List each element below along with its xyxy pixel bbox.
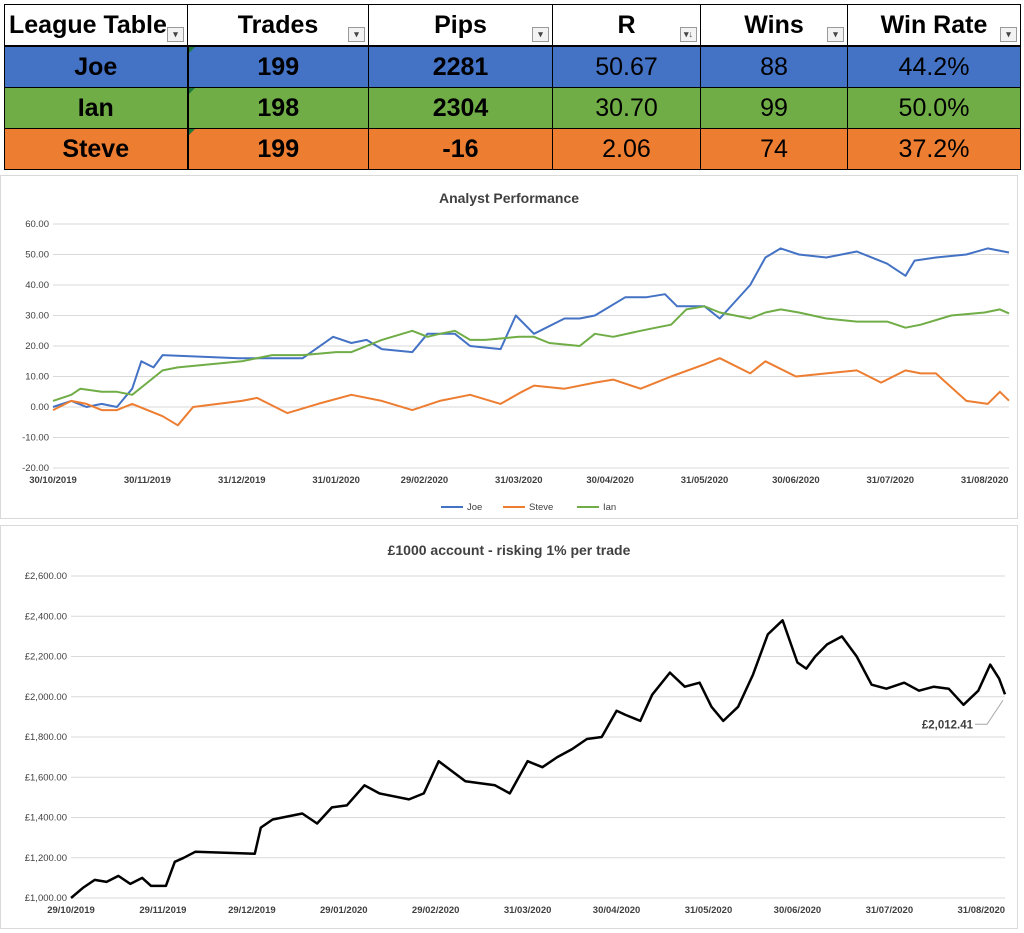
account-growth-chart[interactable]: £1000 account - risking 1% per trade £2,… [0,525,1018,929]
y-tick-label: 60.00 [25,219,49,230]
cell-wins[interactable]: 88 [700,45,848,88]
cell-pips[interactable]: 2304 [368,87,553,129]
header-league-table: League Table ▾ [4,4,188,47]
y-tick-label: £1,200.00 [25,853,67,864]
y-tick-label: 0.00 [31,402,50,413]
table-row: Ian 198 2304 30.70 99 50.0% [4,87,1021,129]
x-tick-label: 29/02/2020 [401,475,449,486]
cell-trades[interactable]: 199 [187,128,369,170]
header-win-rate: Win Rate ▾ [847,4,1021,47]
x-tick-label: 30/06/2020 [774,905,822,916]
y-tick-label: £2,600.00 [25,571,67,582]
x-tick-label: 31/01/2020 [312,475,360,486]
y-tick-label: 10.00 [25,372,49,383]
analyst-performance-plot: 60.00 50.00 40.00 30.00 20.00 10.00 0.00 -10.00… [22,219,1010,513]
header-label: Win Rate [880,10,988,39]
y-tick-label: 30.00 [25,311,49,322]
y-tick-label: £1,400.00 [25,813,67,824]
filter-dropdown-icon[interactable]: ▾ [1000,27,1017,42]
header-wins: Wins ▾ [700,4,848,47]
sort-descending-icon[interactable]: ▾↓ [680,27,697,42]
cell-trades[interactable]: 199 [187,45,369,88]
x-tick-label: 30/11/2019 [124,475,171,486]
legend-label: Ian [603,502,616,513]
x-tick-label: 30/04/2020 [586,475,634,486]
y-tick-label: -10.00 [22,433,49,444]
x-tick-label: 31/07/2020 [866,475,914,486]
chart-title: Analyst Performance [438,190,580,206]
cell-wins[interactable]: 99 [700,87,848,129]
table-header-row: League Table ▾ Trades ▾ Pips ▾ R ▾↓ Wins… [4,4,1021,47]
series-line-joe [52,247,1010,408]
data-label-final-balance: £2,012.41 [922,719,974,731]
x-tick-label: 29/01/2020 [320,905,368,916]
header-label: R [617,10,636,39]
filter-dropdown-icon[interactable]: ▾ [827,27,844,42]
x-tick-label: 29/02/2020 [412,905,460,916]
header-trades: Trades ▾ [187,4,369,47]
chart-title: £1000 account - risking 1% per trade [387,542,631,558]
header-label: Trades [237,10,319,39]
x-tick-label: 31/08/2020 [961,475,1009,486]
header-pips: Pips ▾ [368,4,553,47]
cell-name[interactable]: Steve [4,128,189,170]
y-tick-label: 20.00 [25,341,49,352]
cell-r[interactable]: 30.70 [552,87,701,129]
cell-pips[interactable]: -16 [368,128,553,170]
table-row: Joe 199 2281 50.67 88 44.2% [4,45,1021,88]
y-tick-label: 40.00 [25,280,49,291]
filter-dropdown-icon[interactable]: ▾ [348,27,365,42]
cell-r[interactable]: 2.06 [552,128,701,170]
y-tick-label: £2,000.00 [25,692,67,703]
series-line-ian [52,305,1010,402]
data-label-leader [975,699,1004,725]
x-tick-label: 31/08/2020 [958,905,1006,916]
header-label: League Table [9,10,167,39]
analyst-performance-chart[interactable]: Analyst Performance 60.00 50.00 40.00 30.00… [0,175,1018,519]
filter-dropdown-icon[interactable]: ▾ [532,27,549,42]
x-tick-label: 31/03/2020 [495,475,543,486]
series-line-account [70,619,1007,899]
x-tick-label: 31/05/2020 [685,905,733,916]
y-tick-label: £2,200.00 [25,652,67,663]
account-growth-plot: £2,600.00 £2,400.00 £2,200.00 £2,000.00 £1,8… [25,571,1007,916]
league-table: League Table ▾ Trades ▾ Pips ▾ R ▾↓ Wins… [4,4,1021,170]
series-line-steve [52,357,1010,427]
x-tick-label: 30/04/2020 [593,905,641,916]
cell-win-rate[interactable]: 44.2% [847,45,1021,88]
x-tick-label: 29/12/2019 [228,905,276,916]
cell-name[interactable]: Joe [4,45,189,88]
x-tick-label: 31/03/2020 [504,905,552,916]
y-tick-label: £1,000.00 [25,893,67,904]
y-tick-label: -20.00 [22,463,49,474]
y-tick-label: 50.00 [25,250,49,261]
x-tick-label: 29/10/2019 [47,905,95,916]
x-tick-label: 30/10/2019 [29,475,77,486]
header-label: Wins [744,10,804,39]
header-r: R ▾↓ [552,4,701,47]
header-label: Pips [434,10,487,39]
legend-label: Steve [529,502,553,513]
table-row: Steve 199 -16 2.06 74 37.2% [4,128,1021,170]
x-tick-label: 31/12/2019 [218,475,266,486]
cell-name[interactable]: Ian [4,87,189,129]
filter-dropdown-icon[interactable]: ▾ [167,27,184,42]
cell-win-rate[interactable]: 50.0% [847,87,1021,129]
y-tick-label: £1,600.00 [25,772,67,783]
x-tick-label: 29/11/2019 [139,905,186,916]
cell-trades[interactable]: 198 [187,87,369,129]
x-tick-label: 30/06/2020 [772,475,820,486]
cell-win-rate[interactable]: 37.2% [847,128,1021,170]
cell-pips[interactable]: 2281 [368,45,553,88]
legend-label: Joe [467,502,482,513]
y-tick-label: £2,400.00 [25,611,67,622]
y-tick-label: £1,800.00 [25,732,67,743]
cell-r[interactable]: 50.67 [552,45,701,88]
cell-wins[interactable]: 74 [700,128,848,170]
x-tick-label: 31/07/2020 [866,905,914,916]
x-tick-label: 31/05/2020 [681,475,729,486]
